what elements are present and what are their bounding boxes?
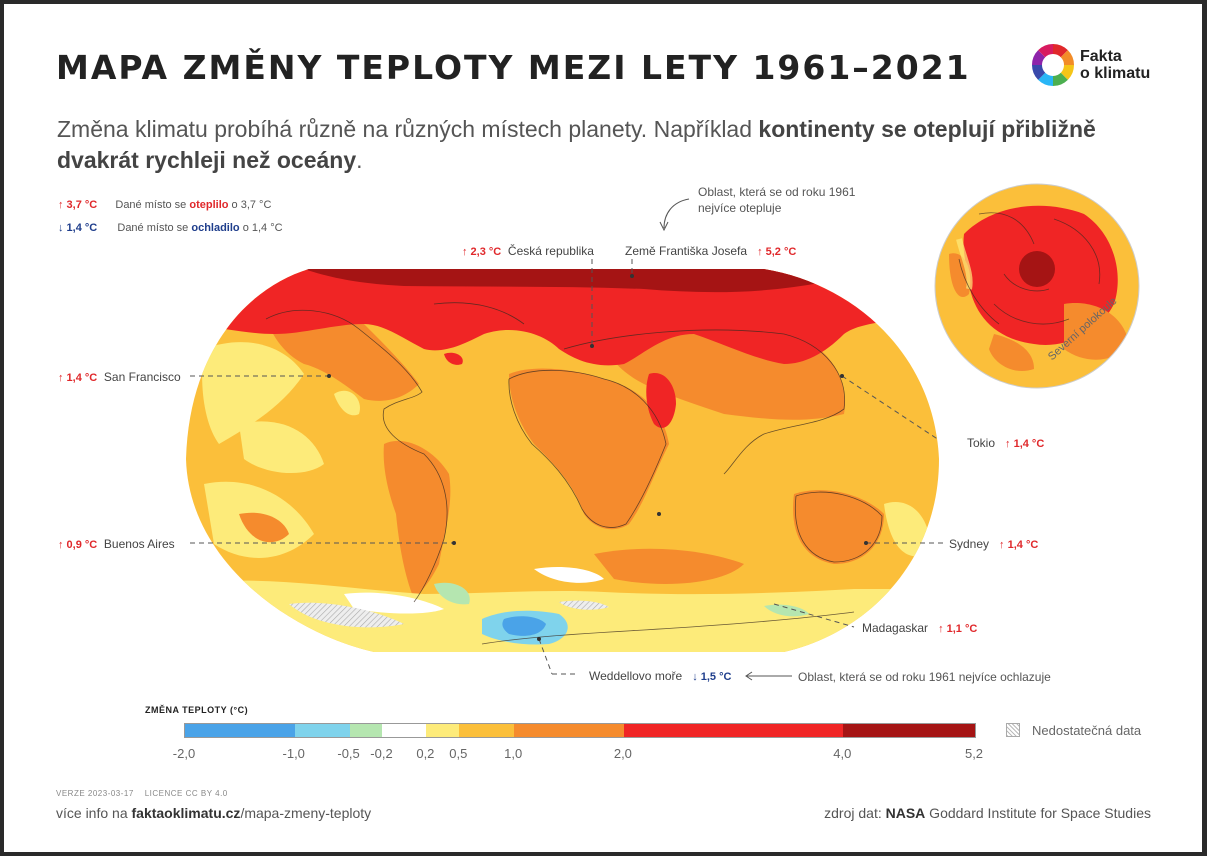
legend-warm-value: ↑ 3,7 °C: [58, 199, 98, 211]
version-license: VERZE 2023-03-17 LICENCE CC BY 4.0: [56, 789, 228, 798]
scale-tick: 1,0: [504, 746, 523, 761]
hatch-swatch-icon: [1006, 723, 1020, 737]
scale-tick: 0,2: [416, 746, 435, 761]
legend-warm: ↑ 3,7 °C Dané místo se oteplilo o 3,7 °C: [58, 199, 271, 211]
ba-value: ↑ 0,9 °C: [58, 539, 98, 551]
page-title: MAPA ZMĚNY TEPLOTY MEZI LETY 1961–2021: [56, 48, 971, 87]
scale-bin: [623, 724, 844, 737]
location-dots: [327, 274, 868, 641]
logo-segment: [1060, 65, 1074, 80]
logo-segment: [1038, 44, 1053, 58]
label-tokio: Tokio ↑ 1,4 °C: [967, 436, 1044, 450]
warmest-arrow: [663, 198, 690, 229]
logo-line2: o klimatu: [1080, 65, 1151, 82]
logo-segment: [1053, 72, 1068, 86]
world-temperature-map: [186, 183, 1140, 681]
scale-bin: [514, 724, 624, 737]
scale-tick: -2,0: [172, 746, 196, 761]
tokio-name: Tokio: [967, 436, 996, 450]
infographic-card: MAPA ZMĚNY TEPLOTY MEZI LETY 1961–2021 F…: [4, 4, 1202, 852]
scale-bin: [426, 724, 460, 737]
madagaskar-value: ↑ 1,1 °C: [938, 623, 978, 635]
logo-line1: Fakta: [1080, 48, 1122, 65]
sf-name: San Francisco: [103, 370, 181, 384]
source-pre: zdroj dat:: [824, 805, 886, 821]
logo-segment: [1060, 50, 1074, 65]
info-post[interactable]: /mapa-zmeny-teploty: [240, 805, 372, 821]
logo-segment: [1038, 72, 1053, 86]
label-weddell: Weddellovo moře ↓ 1,5 °C: [589, 669, 731, 683]
note-coldest: Oblast, která se od roku 1961 nejvíce oc…: [798, 670, 1051, 684]
tokio-value: ↑ 1,4 °C: [1005, 438, 1045, 450]
nodata-label: Nedostatečná data: [1032, 723, 1142, 738]
scale-bin: [349, 724, 383, 737]
subtitle-end: .: [356, 147, 363, 173]
czech-value: ↑ 2,3 °C: [462, 246, 502, 258]
sydney-value: ↑ 1,4 °C: [999, 539, 1039, 551]
logo-segment: [1032, 65, 1046, 80]
legend-cold-pre: Dané místo se: [117, 222, 192, 234]
leader-lines: [190, 259, 944, 675]
data-source: zdroj dat: NASA Goddard Institute for Sp…: [824, 805, 1151, 821]
logo-segment: [1053, 44, 1068, 58]
logo-text: Fakta o klimatu: [1080, 48, 1150, 82]
label-sydney: Sydney ↑ 1,4 °C: [949, 537, 1038, 551]
legend-warm-pre: Dané místo se: [115, 199, 190, 211]
scale-tick: 0,5: [449, 746, 468, 761]
legend-cold-post: o 1,4 °C: [239, 222, 283, 234]
scale-bin: [459, 724, 515, 737]
scale-bin: [185, 724, 295, 737]
czech-name: Česká republika: [507, 244, 594, 258]
scale-title: ZMĚNA TEPLOTY (°C): [145, 705, 249, 715]
source-post: Goddard Institute for Space Studies: [925, 805, 1151, 821]
note-warmest: Oblast, která se od roku 1961 nejvíce ot…: [698, 185, 856, 215]
legend-cold: ↓ 1,4 °C Dané místo se ochladilo o 1,4 °…: [58, 222, 283, 234]
scale-bin: [294, 724, 350, 737]
source-bold: NASA: [885, 805, 926, 821]
legend-warm-post: o 3,7 °C: [228, 199, 272, 211]
label-madagaskar: Madagaskar ↑ 1,1 °C: [862, 621, 977, 635]
scale-tick: -0,2: [370, 746, 393, 761]
color-scale: [184, 723, 976, 738]
label-san-francisco: ↑ 1,4 °C San Francisco: [58, 370, 181, 384]
weddell-name: Weddellovo moře: [589, 669, 683, 683]
weddell-value: ↓ 1,5 °C: [692, 671, 732, 683]
scale-bin: [843, 724, 975, 737]
sydney-name: Sydney: [949, 537, 990, 551]
label-czech: ↑ 2,3 °C Česká republika: [462, 244, 594, 258]
legend-warm-word: oteplilo: [189, 199, 229, 211]
scale-tick: -1,0: [282, 746, 305, 761]
more-info: více info na faktaoklimatu.cz/mapa-zmeny…: [56, 805, 371, 821]
label-buenos-aires: ↑ 0,9 °C Buenos Aires: [58, 537, 175, 551]
legend-cold-word: ochladilo: [191, 222, 240, 234]
franz-name: Země Františka Josefa: [625, 244, 748, 258]
info-link[interactable]: faktaoklimatu.cz: [131, 805, 241, 821]
info-pre: více info na: [56, 805, 132, 821]
logo-segment: [1032, 50, 1046, 65]
franz-value: ↑ 5,2 °C: [757, 246, 797, 258]
legend-cold-value: ↓ 1,4 °C: [58, 222, 98, 234]
scale-tick: 2,0: [613, 746, 632, 761]
scale-bin: [382, 724, 427, 737]
label-franz-josef: Země Františka Josefa ↑ 5,2 °C: [625, 244, 796, 258]
subtitle: Změna klimatu probíhá různě na různých m…: [57, 114, 1147, 176]
subtitle-text: Změna klimatu probíhá různě na různých m…: [57, 116, 759, 142]
scale-tick: 4,0: [833, 746, 852, 761]
subtitle-highlight: kontinenty se oteplují přibližně dvakrát…: [57, 116, 1096, 173]
map-fill: [186, 269, 939, 652]
nodata-legend: Nedostatečná data: [1006, 723, 1141, 738]
sf-value: ↑ 1,4 °C: [58, 372, 98, 384]
ba-name: Buenos Aires: [103, 537, 175, 551]
madagaskar-name: Madagaskar: [862, 621, 929, 635]
scale-tick: 5,2: [964, 746, 984, 761]
fakta-o-klimatu-logo-icon: [1032, 44, 1074, 86]
north-pole-globe: [935, 184, 1139, 388]
scale-tick: -0,5: [337, 746, 360, 761]
